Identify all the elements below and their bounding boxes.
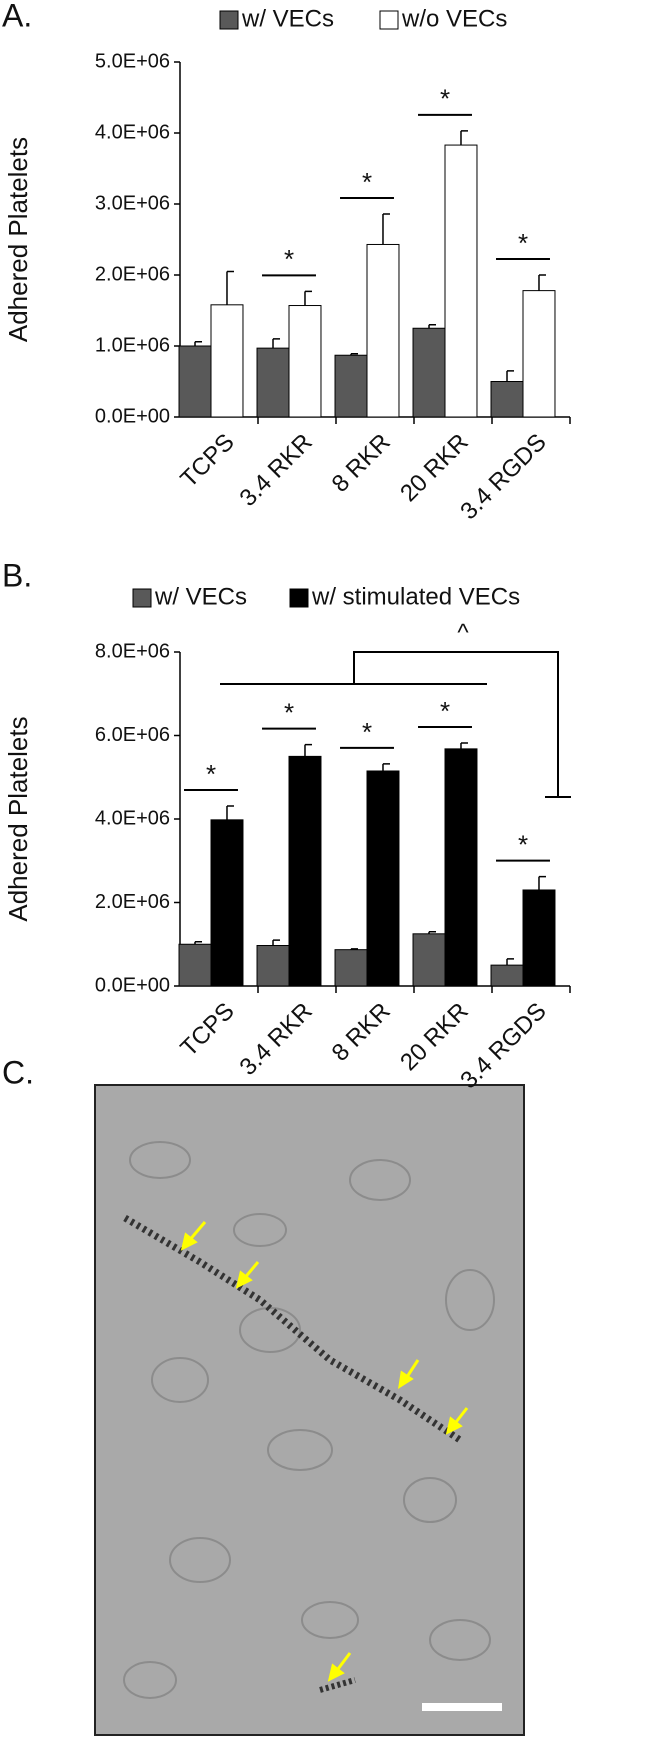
bar [334, 354, 368, 418]
significance-label: * [284, 244, 294, 274]
bar [444, 144, 478, 418]
legend-label: w/ VECs [241, 5, 334, 32]
bar [178, 943, 212, 987]
x-tick-label: 8 RKR [327, 998, 396, 1067]
y-tick-label: 4.0E+06 [95, 807, 170, 829]
bar [522, 290, 556, 418]
bar [288, 755, 322, 987]
bar [490, 381, 524, 418]
error-bar [506, 370, 515, 382]
bar [256, 347, 290, 418]
panel-label: B. [2, 557, 32, 593]
error-bar [538, 875, 546, 890]
x-tick-label: 3.4 RGDS [455, 998, 551, 1094]
y-tick-label: 0.0E+00 [95, 405, 170, 427]
significance-label: * [362, 717, 372, 747]
y-tick-label: 6.0E+06 [95, 724, 170, 746]
error-bar [350, 948, 359, 950]
bar [288, 305, 322, 418]
error-bar [460, 742, 468, 749]
bar [522, 889, 556, 987]
x-tick-label: TCPS [175, 998, 239, 1062]
legend-swatch [132, 588, 152, 608]
error-bar [272, 939, 281, 946]
significance-label: * [362, 167, 372, 197]
bar [490, 964, 524, 987]
legend-label: w/o VECs [401, 5, 507, 32]
x-tick-label: 3.4 RKR [234, 998, 317, 1081]
error-bar [194, 340, 203, 346]
error-bar [506, 958, 515, 966]
y-tick-label: 5.0E+06 [95, 50, 170, 72]
bar [412, 327, 446, 418]
legend-swatch [379, 10, 399, 30]
x-tick-label: TCPS [175, 429, 239, 493]
x-tick-label: 8 RKR [327, 429, 396, 498]
x-tick-label: 20 RKR [395, 429, 474, 508]
bracket [220, 651, 571, 798]
significance-label: * [284, 698, 294, 728]
bar [444, 748, 478, 987]
x-tick-label: 3.4 RKR [234, 429, 317, 512]
error-bar [460, 130, 468, 146]
y-tick-label: 1.0E+06 [95, 334, 170, 356]
error-bar [304, 290, 312, 306]
panel-label: C. [2, 1054, 34, 1090]
y-tick-label: 2.0E+06 [95, 891, 170, 913]
error-bar [382, 763, 390, 771]
legend-swatch [219, 10, 239, 30]
y-tick-label: 0.0E+00 [95, 974, 170, 996]
bar [412, 933, 446, 987]
y-axis-label: Adhered Platelets [3, 716, 33, 921]
error-bar [538, 274, 546, 291]
error-bar [226, 270, 234, 305]
x-tick-label: 3.4 RGDS [455, 429, 551, 525]
bar [256, 945, 290, 987]
legend-label: w/ stimulated VECs [311, 583, 520, 610]
bar [366, 243, 400, 418]
significance-label: * [440, 696, 450, 726]
bar [366, 770, 400, 987]
error-bar [350, 353, 359, 356]
bar [178, 345, 212, 418]
significance-label: * [440, 84, 450, 114]
bracket-label: ^ [457, 619, 469, 646]
error-bar [428, 323, 437, 329]
error-bar [304, 743, 312, 757]
y-tick-label: 8.0E+06 [95, 640, 170, 662]
legend-label: w/ VECs [154, 583, 247, 610]
significance-label: * [518, 829, 528, 859]
error-bar [382, 213, 390, 245]
micrograph [94, 1084, 525, 1736]
bar [210, 304, 244, 418]
significance-label: * [206, 759, 216, 789]
x-tick-label: 20 RKR [395, 998, 474, 1077]
bar [210, 819, 244, 987]
bar [334, 949, 368, 987]
error-bar [226, 805, 234, 820]
significance-label: * [518, 228, 528, 258]
error-bar [194, 940, 203, 945]
y-tick-label: 3.0E+06 [95, 192, 170, 214]
error-bar [428, 930, 437, 934]
legend-swatch [289, 588, 309, 608]
y-axis-label: Adhered Platelets [3, 137, 33, 342]
y-tick-label: 4.0E+06 [95, 121, 170, 143]
y-tick-label: 2.0E+06 [95, 263, 170, 285]
error-bar [272, 338, 281, 349]
panel-label: A. [2, 0, 32, 33]
